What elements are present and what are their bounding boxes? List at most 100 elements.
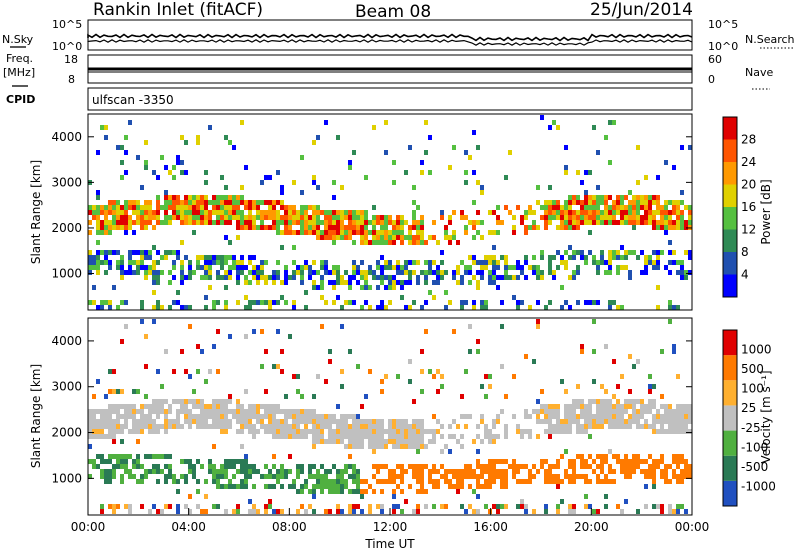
heatmap-cell bbox=[104, 210, 108, 215]
heatmap-cell bbox=[328, 424, 332, 429]
heatmap-cell bbox=[108, 225, 112, 230]
heatmap-cell bbox=[604, 195, 608, 200]
heatmap-cell bbox=[156, 409, 160, 414]
heatmap-cell bbox=[252, 270, 256, 275]
heatmap-cell bbox=[264, 464, 268, 469]
heatmap-cell bbox=[452, 474, 456, 479]
heatmap-cell bbox=[276, 409, 280, 414]
heatmap-cell bbox=[568, 414, 572, 419]
heatmap-cell bbox=[120, 414, 124, 419]
heatmap-cell bbox=[224, 285, 228, 290]
heatmap-cell bbox=[488, 374, 492, 379]
heatmap-cell bbox=[612, 479, 616, 484]
heatmap-cell bbox=[332, 489, 336, 494]
heatmap-cell bbox=[596, 215, 600, 220]
heatmap-cell bbox=[400, 419, 404, 424]
heatmap-cell bbox=[592, 255, 596, 260]
heatmap-cell bbox=[128, 429, 132, 434]
heatmap-cell bbox=[104, 414, 108, 419]
heatmap-cell bbox=[132, 389, 136, 394]
heatmap-cell bbox=[116, 419, 120, 424]
heatmap-cell bbox=[412, 424, 416, 429]
heatmap-cell bbox=[252, 424, 256, 429]
heatmap-cell bbox=[420, 444, 424, 449]
heatmap-cell bbox=[268, 225, 272, 230]
heatmap-cell bbox=[144, 469, 148, 474]
heatmap-cell bbox=[624, 404, 628, 409]
heatmap-cell bbox=[184, 215, 188, 220]
heatmap-cell bbox=[552, 429, 556, 434]
heatmap-cell bbox=[204, 205, 208, 210]
heatmap-cell bbox=[280, 205, 284, 210]
heatmap-cell bbox=[164, 200, 168, 205]
heatmap-cell bbox=[112, 200, 116, 205]
heatmap-cell bbox=[596, 414, 600, 419]
heatmap-cell bbox=[632, 205, 636, 210]
heatmap-cell bbox=[352, 275, 356, 280]
heatmap-cell bbox=[188, 494, 192, 499]
heatmap-cell bbox=[532, 210, 536, 215]
heatmap-cell bbox=[112, 205, 116, 210]
heatmap-cell bbox=[264, 509, 268, 514]
heatmap-cell bbox=[364, 210, 368, 215]
heatmap-cell bbox=[420, 160, 424, 165]
heatmap-cell bbox=[384, 230, 388, 235]
heatmap-cell bbox=[584, 414, 588, 419]
heatmap-cell bbox=[424, 270, 428, 275]
heatmap-cell bbox=[548, 419, 552, 424]
heatmap-cell bbox=[464, 300, 468, 305]
heatmap-cell bbox=[136, 270, 140, 275]
heatmap-cell bbox=[404, 469, 408, 474]
heatmap-cell bbox=[408, 429, 412, 434]
heatmap-cell bbox=[320, 419, 324, 424]
heatmap-cell bbox=[560, 220, 564, 225]
heatmap-cell bbox=[288, 454, 292, 459]
heatmap-cell bbox=[328, 220, 332, 225]
heatmap-cell bbox=[648, 210, 652, 215]
heatmap-cell bbox=[592, 469, 596, 474]
heatmap-cell bbox=[132, 464, 136, 469]
heatmap-cell bbox=[300, 225, 304, 230]
heatmap-cell bbox=[348, 230, 352, 235]
heatmap-cell bbox=[524, 429, 528, 434]
heatmap-cell bbox=[100, 300, 104, 305]
heatmap-cell bbox=[140, 205, 144, 210]
heatmap-cell bbox=[220, 414, 224, 419]
heatmap-cell bbox=[400, 240, 404, 245]
heatmap-cell bbox=[136, 419, 140, 424]
heatmap-cell bbox=[576, 404, 580, 409]
heatmap-cell bbox=[220, 464, 224, 469]
heatmap-cell bbox=[312, 424, 316, 429]
heatmap-cell bbox=[152, 245, 156, 250]
heatmap-cell bbox=[664, 220, 668, 225]
heatmap-cell bbox=[380, 479, 384, 484]
heatmap-cell bbox=[684, 474, 688, 479]
heatmap-cell bbox=[256, 265, 260, 270]
heatmap-cell bbox=[232, 464, 236, 469]
heatmap-cell bbox=[240, 220, 244, 225]
heatmap-cell bbox=[148, 210, 152, 215]
heatmap-cell bbox=[288, 220, 292, 225]
heatmap-cell bbox=[248, 509, 252, 514]
heatmap-cell bbox=[212, 424, 216, 429]
heatmap-cell bbox=[552, 215, 556, 220]
heatmap-cell bbox=[300, 504, 304, 509]
heatmap-cell bbox=[684, 469, 688, 474]
heatmap-cell bbox=[96, 265, 100, 270]
heatmap-cell bbox=[616, 270, 620, 275]
heatmap-cell bbox=[528, 205, 532, 210]
heatmap-cell bbox=[668, 404, 672, 409]
heatmap-cell bbox=[680, 275, 684, 280]
heatmap-cell bbox=[256, 200, 260, 205]
heatmap-cell bbox=[540, 205, 544, 210]
heatmap-cell bbox=[352, 429, 356, 434]
heatmap-cell bbox=[384, 479, 388, 484]
heatmap-cell bbox=[140, 210, 144, 215]
heatmap-cell bbox=[244, 295, 248, 300]
heatmap-cell bbox=[564, 424, 568, 429]
heatmap-cell bbox=[620, 374, 624, 379]
heatmap-cell bbox=[204, 409, 208, 414]
heatmap-cell bbox=[524, 409, 528, 414]
heatmap-cell bbox=[292, 409, 296, 414]
heatmap-cell bbox=[680, 454, 684, 459]
